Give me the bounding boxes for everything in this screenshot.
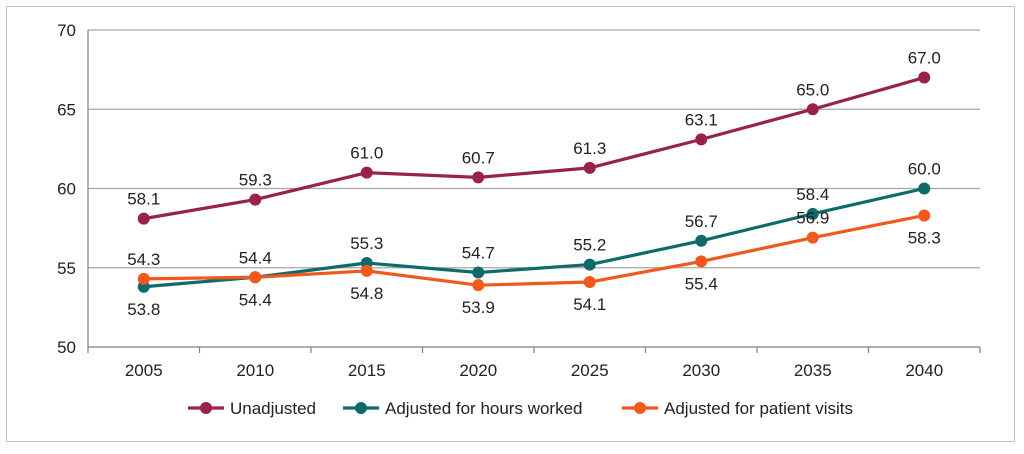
data-point <box>583 276 596 289</box>
data-label: 58.4 <box>796 185 829 204</box>
data-label: 65.0 <box>796 80 829 99</box>
data-point <box>918 71 931 84</box>
data-label: 54.1 <box>573 295 606 314</box>
data-point <box>249 271 262 284</box>
data-label: 53.8 <box>127 300 160 319</box>
series-lines <box>137 71 931 293</box>
x-tick-label: 2005 <box>125 361 163 380</box>
data-label: 58.3 <box>908 228 941 247</box>
x-tick-label: 2030 <box>682 361 720 380</box>
x-tick-label: 2015 <box>348 361 386 380</box>
data-point <box>472 171 485 184</box>
series-line-1 <box>143 76 925 221</box>
data-point <box>918 209 931 222</box>
data-label: 56.7 <box>685 212 718 231</box>
data-label: 53.9 <box>462 298 495 317</box>
data-label: 54.4 <box>239 290 272 309</box>
data-point <box>360 166 373 179</box>
data-label: 54.3 <box>127 250 160 269</box>
data-point <box>695 133 708 146</box>
data-label: 63.1 <box>685 110 718 129</box>
data-label: 55.4 <box>685 274 718 293</box>
data-label: 58.1 <box>127 190 160 209</box>
y-tick-label: 50 <box>57 338 76 357</box>
y-tick-label: 70 <box>57 21 76 40</box>
data-label: 56.9 <box>796 209 829 228</box>
legend-label: Unadjusted <box>230 399 316 418</box>
data-label: 54.8 <box>350 284 383 303</box>
series-line-3 <box>143 213 925 287</box>
x-tick-label: 2040 <box>905 361 943 380</box>
data-label: 61.0 <box>350 144 383 163</box>
data-point <box>918 182 931 195</box>
data-point <box>137 212 150 225</box>
y-tick-label: 60 <box>57 180 76 199</box>
data-label: 55.3 <box>350 234 383 253</box>
data-point <box>472 266 485 279</box>
data-point <box>583 161 596 174</box>
y-tick-label: 65 <box>57 100 76 119</box>
data-label: 54.7 <box>462 244 495 263</box>
data-label: 55.2 <box>573 236 606 255</box>
x-tick-label: 2010 <box>236 361 274 380</box>
legend-label: Adjusted for patient visits <box>664 399 853 418</box>
data-label: 59.3 <box>239 171 272 190</box>
axes: 50 55 60 65 70 2005 2010 2015 2020 2025 2030 2035 20… <box>57 21 981 380</box>
data-label: 60.0 <box>908 160 941 179</box>
chart-frame <box>6 6 1015 442</box>
data-label: 54.4 <box>239 248 272 267</box>
legend-swatch-marker <box>634 402 646 414</box>
data-label: 61.3 <box>573 139 606 158</box>
data-point <box>806 103 819 116</box>
y-tick-label: 55 <box>57 259 76 278</box>
legend-swatch-marker <box>200 402 212 414</box>
data-point <box>360 264 373 277</box>
legend-swatch-marker <box>355 402 367 414</box>
legend: Unadjusted Adjusted for hours worked Adjus… <box>188 399 853 418</box>
data-point <box>472 279 485 292</box>
x-tick-label: 2025 <box>571 361 609 380</box>
x-tick-label: 2035 <box>794 361 832 380</box>
data-point <box>137 272 150 285</box>
data-point <box>695 255 708 268</box>
data-point <box>806 207 819 220</box>
data-point <box>695 234 708 247</box>
data-point <box>583 258 596 271</box>
data-labels: 58.1 59.3 61.0 60.7 61.3 63.1 65.0 67.0 53.8 54.4… <box>127 49 941 319</box>
legend-label: Adjusted for hours worked <box>385 399 583 418</box>
data-point <box>806 231 819 244</box>
data-label: 60.7 <box>462 148 495 167</box>
data-point <box>249 193 262 206</box>
x-tick-label: 2020 <box>459 361 497 380</box>
data-label: 67.0 <box>908 49 941 68</box>
